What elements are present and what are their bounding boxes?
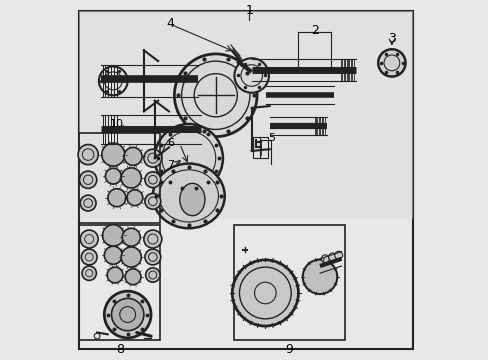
Circle shape — [377, 49, 405, 77]
Circle shape — [80, 171, 97, 188]
Bar — [79, 133, 160, 223]
Text: 2: 2 — [310, 24, 318, 37]
Circle shape — [121, 168, 141, 188]
Circle shape — [105, 168, 121, 184]
Circle shape — [80, 195, 96, 211]
Text: 5: 5 — [267, 133, 274, 143]
Circle shape — [145, 268, 160, 282]
Circle shape — [334, 251, 342, 259]
Circle shape — [125, 269, 141, 285]
Text: 1: 1 — [245, 4, 253, 17]
Circle shape — [143, 149, 162, 167]
Circle shape — [102, 143, 124, 166]
Circle shape — [111, 298, 143, 331]
Text: 6: 6 — [167, 138, 174, 148]
Text: 3: 3 — [387, 32, 395, 45]
Circle shape — [108, 189, 125, 207]
Text: 9: 9 — [285, 343, 293, 356]
Circle shape — [232, 260, 298, 326]
Bar — [233, 225, 345, 340]
Text: 7: 7 — [167, 160, 174, 170]
Circle shape — [80, 230, 98, 248]
Circle shape — [154, 124, 223, 192]
Circle shape — [144, 172, 161, 188]
Circle shape — [121, 247, 141, 267]
Ellipse shape — [180, 183, 204, 216]
Circle shape — [174, 54, 257, 136]
Circle shape — [127, 190, 142, 206]
Text: 8: 8 — [116, 343, 124, 356]
Circle shape — [104, 246, 122, 264]
Circle shape — [82, 266, 96, 280]
Bar — [253, 136, 267, 158]
Circle shape — [328, 253, 336, 261]
Text: 4: 4 — [166, 17, 174, 30]
Circle shape — [234, 58, 268, 93]
Circle shape — [81, 249, 97, 265]
Circle shape — [302, 260, 337, 294]
Ellipse shape — [153, 163, 224, 228]
Circle shape — [122, 228, 140, 246]
Circle shape — [78, 144, 98, 165]
Circle shape — [144, 193, 161, 209]
Bar — [79, 225, 160, 340]
Circle shape — [107, 267, 123, 283]
Circle shape — [143, 230, 162, 248]
Circle shape — [102, 225, 124, 246]
Circle shape — [124, 147, 142, 165]
Circle shape — [321, 255, 328, 263]
Circle shape — [144, 249, 161, 265]
Bar — [79, 11, 413, 219]
Text: 10: 10 — [110, 119, 123, 129]
Circle shape — [104, 291, 151, 338]
